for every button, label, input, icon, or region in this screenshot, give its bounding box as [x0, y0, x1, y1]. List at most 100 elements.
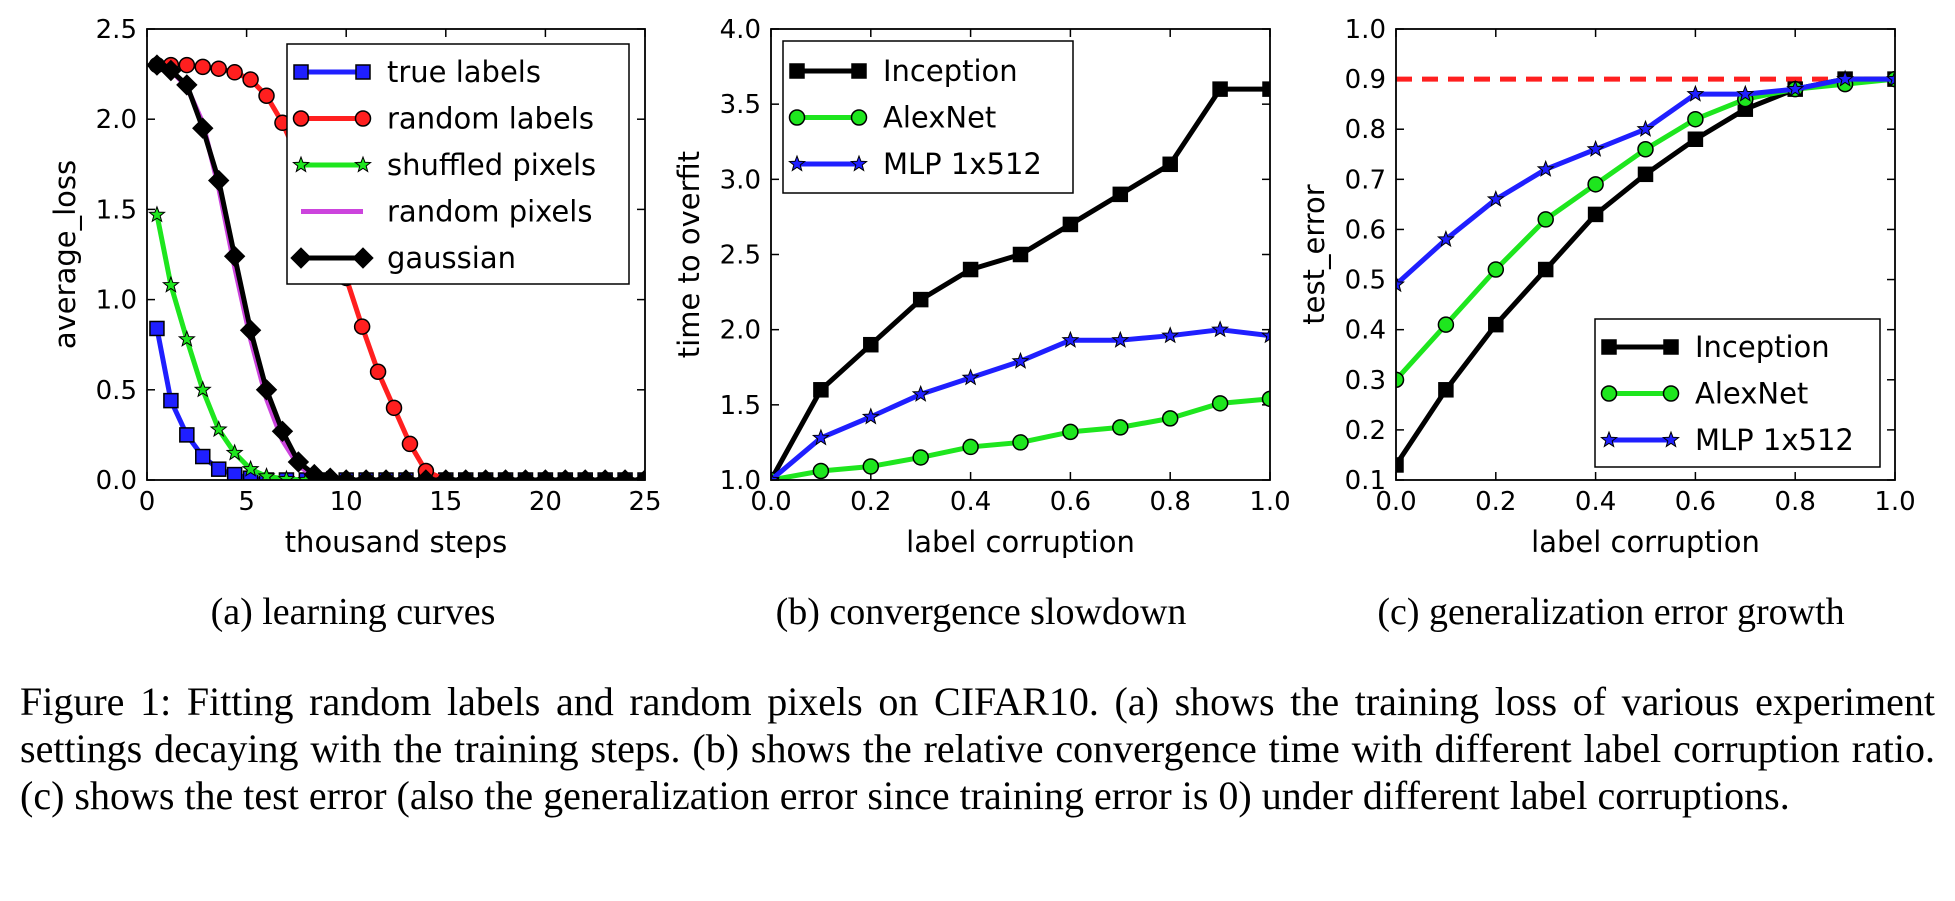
data-point	[1012, 246, 1029, 263]
plot-frame	[1395, 28, 1896, 481]
legend-item-shuffled-pixels: shuffled pixels	[292, 148, 596, 182]
data-point	[193, 380, 212, 398]
legend-marker	[292, 155, 310, 173]
legend-marker	[292, 110, 310, 127]
data-point	[435, 469, 457, 480]
legend-label: random pixels	[387, 195, 592, 229]
data-point	[226, 64, 243, 81]
y-axis-label: test_error	[1297, 184, 1331, 324]
data-point	[554, 469, 577, 480]
data-point	[163, 392, 179, 409]
legend-item-alexnet: AlexNet	[788, 101, 996, 135]
y-tick-label: 0.6	[1345, 215, 1386, 245]
data-point	[1162, 156, 1178, 173]
plot-frame	[770, 28, 1271, 481]
data-point	[1062, 216, 1079, 233]
data-point	[195, 448, 211, 465]
data-point	[634, 469, 645, 480]
data-point	[209, 420, 228, 438]
figure-caption: Figure 1: Fitting random labels and rand…	[20, 679, 1935, 818]
data-point	[369, 363, 387, 381]
legend-label: random labels	[387, 102, 594, 136]
data-point	[962, 438, 979, 456]
x-tick-label: 15	[429, 487, 462, 517]
data-point	[335, 469, 357, 480]
data-point	[1586, 139, 1605, 157]
legend-item-random-pixels: random pixels	[301, 195, 592, 229]
x-tick-label: 0.4	[1575, 487, 1616, 517]
data-point	[353, 318, 371, 335]
data-point	[594, 469, 616, 480]
data-point	[861, 407, 880, 425]
x-tick-label: 20	[529, 487, 562, 517]
legend-item-inception: Inception	[789, 54, 1018, 88]
data-point	[1786, 79, 1805, 97]
data-point	[494, 469, 517, 480]
data-point	[149, 320, 165, 337]
series-mlp-1x512	[771, 320, 1270, 480]
x-tick-label: 0.8	[1150, 487, 1191, 517]
legend-marker	[788, 109, 806, 126]
data-point	[287, 451, 310, 473]
legend: true labels random labels shuffled pixels r…	[286, 43, 630, 285]
data-point	[242, 71, 259, 88]
legend-label: MLP 1x512	[883, 147, 1042, 181]
legend-marker	[290, 247, 312, 269]
data-point	[1536, 159, 1555, 177]
plot-frame	[146, 28, 646, 481]
data-point	[1686, 84, 1705, 102]
legend-marker	[355, 64, 371, 80]
y-tick-label: 0.5	[96, 376, 137, 406]
data-point	[177, 329, 196, 347]
legend: Inception AlexNet MLP 1x512	[1594, 318, 1881, 468]
data-point	[277, 469, 296, 480]
data-point	[1736, 84, 1755, 102]
data-point	[1438, 382, 1454, 398]
data-point	[574, 469, 596, 480]
data-point	[239, 319, 262, 341]
legend-marker	[850, 154, 868, 172]
data-point	[178, 56, 196, 74]
legend-label: AlexNet	[1695, 377, 1808, 411]
data-point	[415, 469, 437, 480]
data-point	[912, 449, 929, 466]
data-point	[1486, 189, 1505, 208]
legend-marker	[1600, 385, 1618, 402]
data-point	[271, 420, 294, 442]
data-point	[1161, 410, 1179, 427]
data-point	[147, 54, 168, 76]
data-point	[319, 467, 341, 480]
y-tick-label: 2.5	[720, 241, 761, 271]
data-point	[147, 205, 166, 223]
data-point	[1212, 81, 1228, 97]
x-tick-label: 0.2	[850, 487, 891, 517]
data-point	[1112, 419, 1129, 436]
legend-label: AlexNet	[883, 101, 996, 135]
legend-marker	[789, 63, 805, 79]
x-tick-label: 1.0	[1874, 487, 1915, 517]
legend-item-true-labels: true labels	[293, 55, 541, 89]
legend-label: Inception	[883, 54, 1018, 88]
chart-panel-b: 0.0 0.2 0.4 0.6 0.8 1.0 1.0 1.5 2.0 2.5 3.0 3.5 4.0 l…	[672, 15, 1291, 633]
data-point	[1587, 176, 1604, 193]
y-axis-label: time to overfit	[672, 151, 706, 358]
legend-item-random-labels: random labels	[292, 102, 594, 136]
data-point	[355, 469, 377, 480]
y-tick-label: 0.3	[1345, 366, 1386, 396]
x-tick-label: 5	[238, 487, 255, 517]
data-point	[208, 169, 230, 192]
chart-panel-c: 0.0 0.2 0.4 0.6 0.8 1.0 0.1 0.2 0.3 0.4 0.5 0.6 0.7 0…	[1297, 15, 1916, 633]
x-axis-label: label corruption	[1531, 525, 1760, 559]
series-line-shuffled-pixels	[154, 212, 645, 480]
data-point	[863, 336, 879, 353]
data-point	[862, 458, 880, 475]
data-point	[1161, 326, 1180, 344]
data-point	[1637, 166, 1654, 183]
legend-label: shuffled pixels	[387, 148, 596, 182]
data-point	[1262, 81, 1270, 97]
data-point	[241, 459, 260, 477]
legend-marker	[1662, 385, 1680, 402]
x-tick-label: 0.0	[750, 487, 791, 517]
legend-item-gaussian: gaussian	[290, 241, 516, 275]
data-point	[1437, 316, 1455, 333]
